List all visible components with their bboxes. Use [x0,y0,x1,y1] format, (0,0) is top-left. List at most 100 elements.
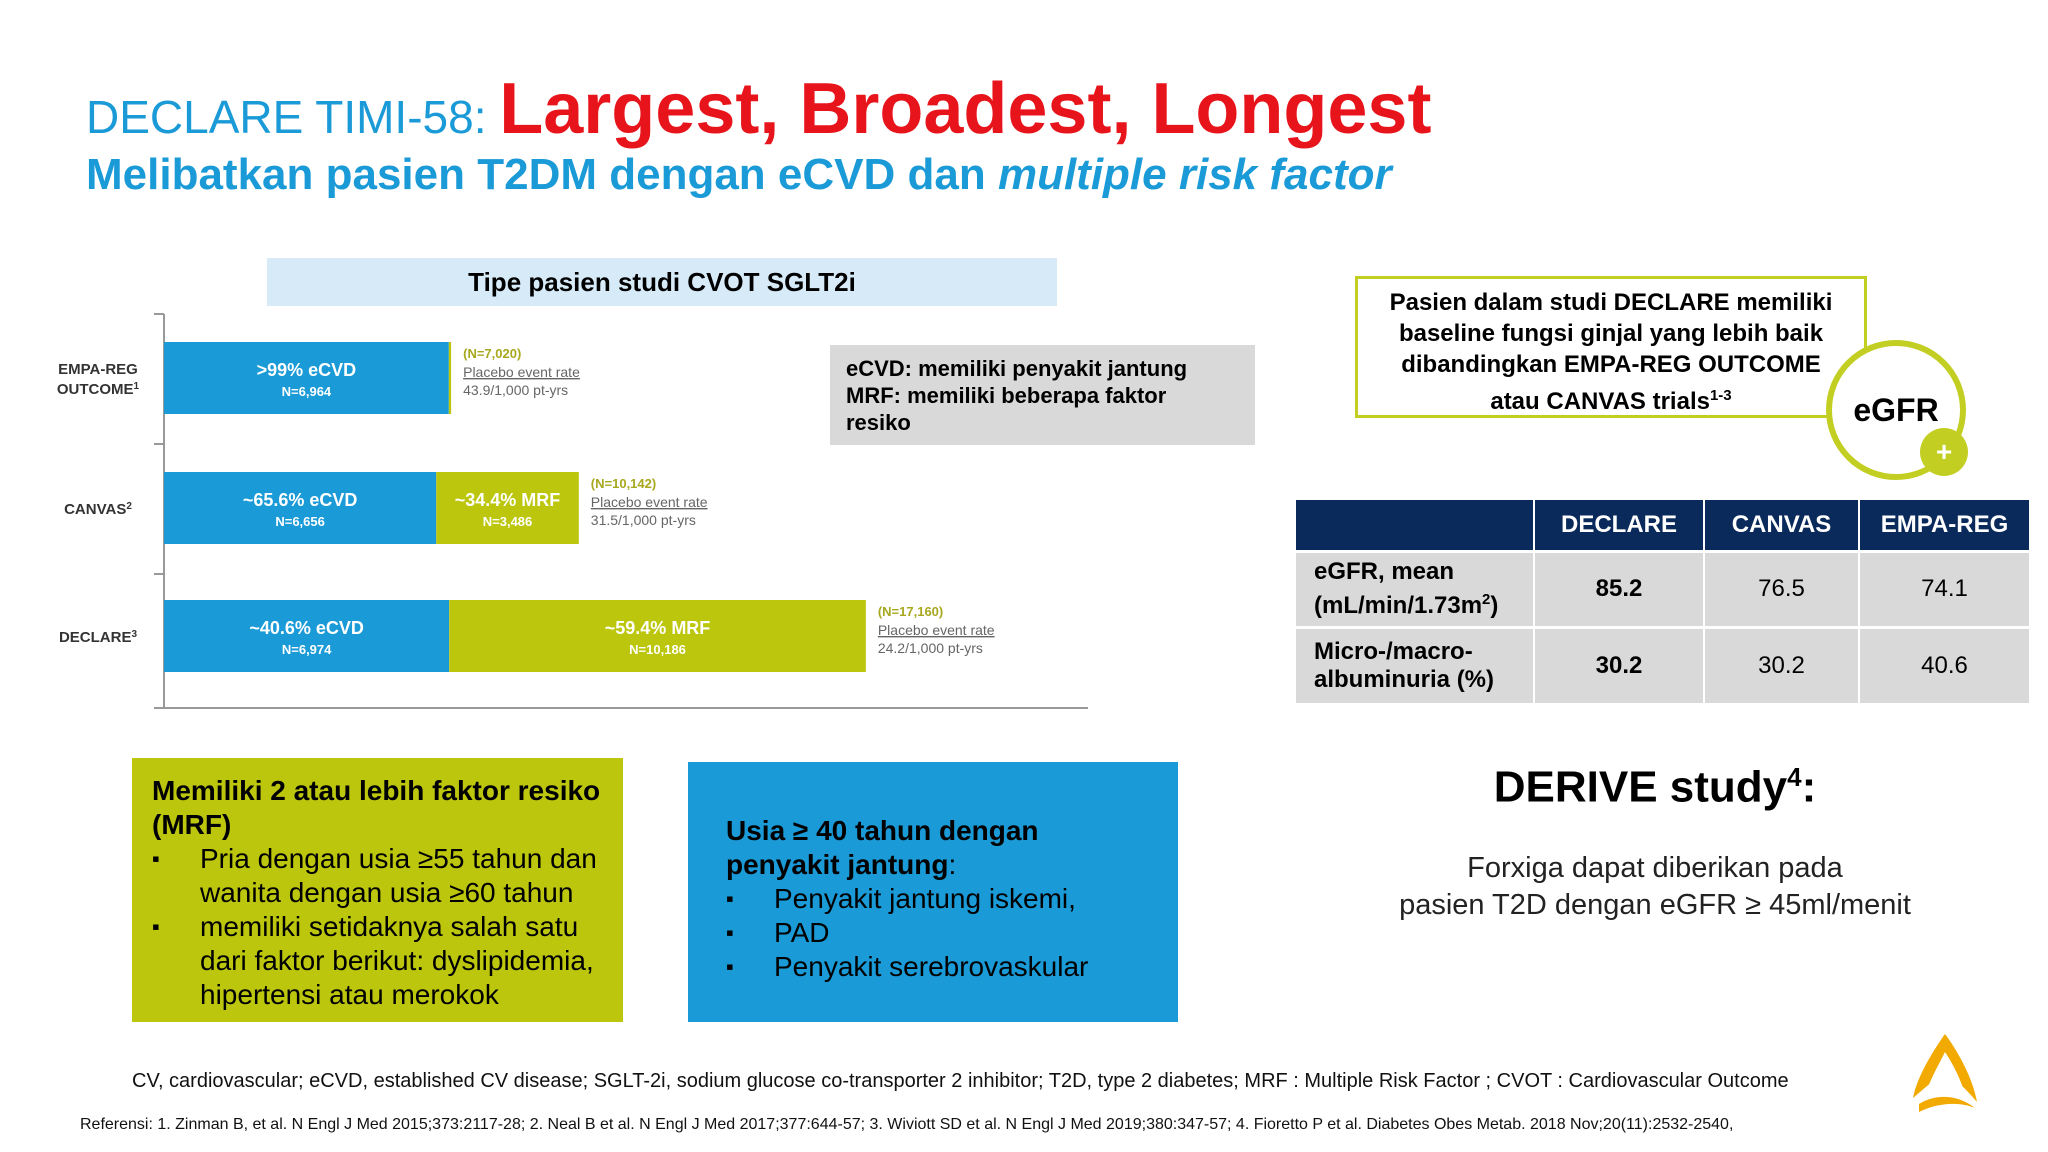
callout-sup: 1-3 [1709,387,1732,404]
mrf-title: Memiliki 2 atau lebih faktor resiko (MRF… [152,774,603,842]
placebo-rate: 31.5/1,000 pt-yrs [591,512,696,528]
category-label: EMPA-REG [58,361,138,378]
cvot-bar-chart: EMPA-REG OUTCOME1 >99% eCVD N=6,964 (N=7,020… [57,313,1088,709]
title-main: Largest, Broadest, Longest [499,69,1432,149]
row-label-line-1: eGFR, mean [1314,558,1455,585]
table-header-empa-reg: EMPA-REG [1859,500,2029,551]
derive-sup: 4 [1787,762,1802,792]
bar-label: ~40.6% eCVD [249,618,364,638]
age-title-line-2: penyakit jantung: [726,848,1140,882]
subtitle-italic: multiple risk factor [997,150,1392,199]
astrazeneca-logo-icon [1913,1034,1977,1112]
total-n-label: (N=7,020) [463,346,521,361]
bullet-line: hipertensi atau merokok [200,979,499,1010]
age-title-line-2-text: penyakit jantung [726,849,949,880]
list-item: Penyakit serebrovaskular [726,950,1140,984]
bar-ecvd [164,600,450,672]
callout-line-2: baseline fungsi ginjal yang lebih baik [1398,320,1824,347]
title-prefix: DECLARE TIMI-58: [86,91,500,143]
definition-line-1: eCVD: memiliki penyakit jantung [846,356,1188,381]
bullet-line: memiliki setidaknya salah satu [200,911,579,942]
table-row-label: eGFR, mean (mL/min/1.73m2) [1296,549,1535,627]
bullet-line: wanita dengan usia ≥60 tahun [200,877,574,908]
bar-mrf [448,342,452,414]
abbreviations-footnote: CV, cardiovascular; eCVD, established CV… [132,1070,1789,1092]
table-header-blank [1296,500,1535,551]
bar-label: ~34.4% MRF [455,490,561,510]
row-label-end: ) [1490,592,1499,619]
category-label: DECLARE3 [59,629,138,647]
callout-line-4-text: atau CANVAS trials [1490,388,1710,415]
age-title-colon: : [948,849,957,880]
total-n-label: (N=10,142) [591,476,656,491]
category-label-line-2: OUTCOME1 [57,381,140,399]
plus-icon: + [1920,428,1968,476]
table-header-row: DECLARE CANVAS EMPA-REG [1296,500,2029,551]
list-item: Pria dengan usia ≥55 tahun dan wanita de… [152,842,603,910]
bar-n-label: N=10,186 [629,642,686,657]
callout-line-1: Pasien dalam studi DECLARE memiliki [1389,289,1833,316]
bar-ecvd [164,472,437,544]
callout-line-4: atau CANVAS trials1-3 [1368,380,1854,417]
row-label-line-2: albuminuria (%) [1314,665,1495,693]
bar-label: ~65.6% eCVD [243,490,358,510]
table-header-declare: DECLARE [1534,500,1705,551]
ecvd-criteria-box: Usia ≥ 40 tahun dengan penyakit jantung:… [688,762,1178,1022]
bar-ecvd [164,342,449,414]
row-label-line-2-text: (mL/min/1.73m [1314,592,1483,619]
page-title: DECLARE TIMI-58: Largest, Broadest, Long… [86,68,1431,150]
table-header-canvas: CANVAS [1704,500,1860,551]
table-cell: 85.2 [1534,549,1705,627]
list-item: Penyakit jantung iskemi, [726,882,1140,916]
bar-n-label: N=6,656 [275,514,325,529]
derive-title: DERIVE study4: [1480,762,1830,813]
row-label-sup: 2 [1482,591,1491,608]
age-title: Usia ≥ 40 tahun dengan penyakit jantung: [726,814,1140,882]
bullet-line: Pria dengan usia ≥55 tahun dan [200,843,597,874]
definition-box: eCVD: memiliki penyakit jantung MRF: mem… [830,345,1255,445]
bar-n-label: N=3,486 [483,514,533,529]
derive-line-1: Forxiga dapat diberikan pada [1467,852,1843,884]
table-cell: 76.5 [1704,549,1860,627]
bar-n-label: N=6,974 [282,642,332,657]
derive-line-2: pasien T2D dengan eGFR ≥ 45ml/menit [1399,889,1911,921]
derive-title-text: DERIVE study [1493,762,1788,812]
placebo-rate: 24.2/1,000 pt-yrs [878,640,983,656]
table-row: eGFR, mean (mL/min/1.73m2) 85.2 76.5 74.… [1296,549,2029,627]
table-row: Micro-/macro- albuminuria (%) 30.2 30.2 … [1296,625,2029,703]
definition-line-2: MRF: memiliki beberapa faktor [846,383,1167,408]
bar-mrf [436,472,579,544]
bar-label: >99% eCVD [257,360,357,380]
egfr-callout: Pasien dalam studi DECLARE memiliki base… [1355,276,1867,418]
table-row-label: Micro-/macro- albuminuria (%) [1296,625,1535,703]
egfr-badge: eGFR [1826,340,1966,480]
chart-header: Tipe pasien studi CVOT SGLT2i [267,258,1057,306]
subtitle-normal: Melibatkan pasien T2DM dengan eCVD dan [86,150,998,199]
row-label-line-2: (mL/min/1.73m2) [1314,586,1533,620]
egfr-comparison-table: DECLARE CANVAS EMPA-REG eGFR, mean (mL/m… [1296,500,2029,703]
category-label: CANVAS2 [64,501,132,519]
table-cell: 30.2 [1704,625,1860,703]
mrf-bullet-list: Pria dengan usia ≥55 tahun dan wanita de… [152,842,603,1012]
table-cell: 30.2 [1534,625,1705,703]
mrf-title-line-1: Memiliki 2 atau lebih faktor resiko [152,775,601,806]
bullet-line: dari faktor berikut: dyslipidemia, [200,945,594,976]
mrf-criteria-box: Memiliki 2 atau lebih faktor resiko (MRF… [132,758,623,1022]
bar-label: ~59.4% MRF [605,618,711,638]
bar-mrf [449,600,866,672]
derive-text: Forxiga dapat diberikan pada pasien T2D … [1360,850,1950,924]
placebo-label: Placebo event rate [591,494,708,510]
list-item: memiliki setidaknya salah satu dari fakt… [152,910,603,1012]
derive-colon: : [1801,762,1817,812]
callout-line-3: dibandingkan EMPA-REG OUTCOME [1401,351,1821,378]
age-bullet-list: Penyakit jantung iskemi, PAD Penyakit se… [726,882,1140,984]
age-title-line-1: Usia ≥ 40 tahun dengan [726,815,1039,846]
definition-line-3: resiko [846,410,911,435]
total-n-label: (N=17,160) [878,604,943,619]
list-item: PAD [726,916,1140,950]
bar-n-label: N=6,964 [282,384,332,399]
subtitle: Melibatkan pasien T2DM dengan eCVD dan m… [86,150,1392,200]
row-label-line-1: Micro-/macro- [1314,637,1473,665]
table-cell: 74.1 [1859,549,2029,627]
placebo-label: Placebo event rate [463,364,580,380]
